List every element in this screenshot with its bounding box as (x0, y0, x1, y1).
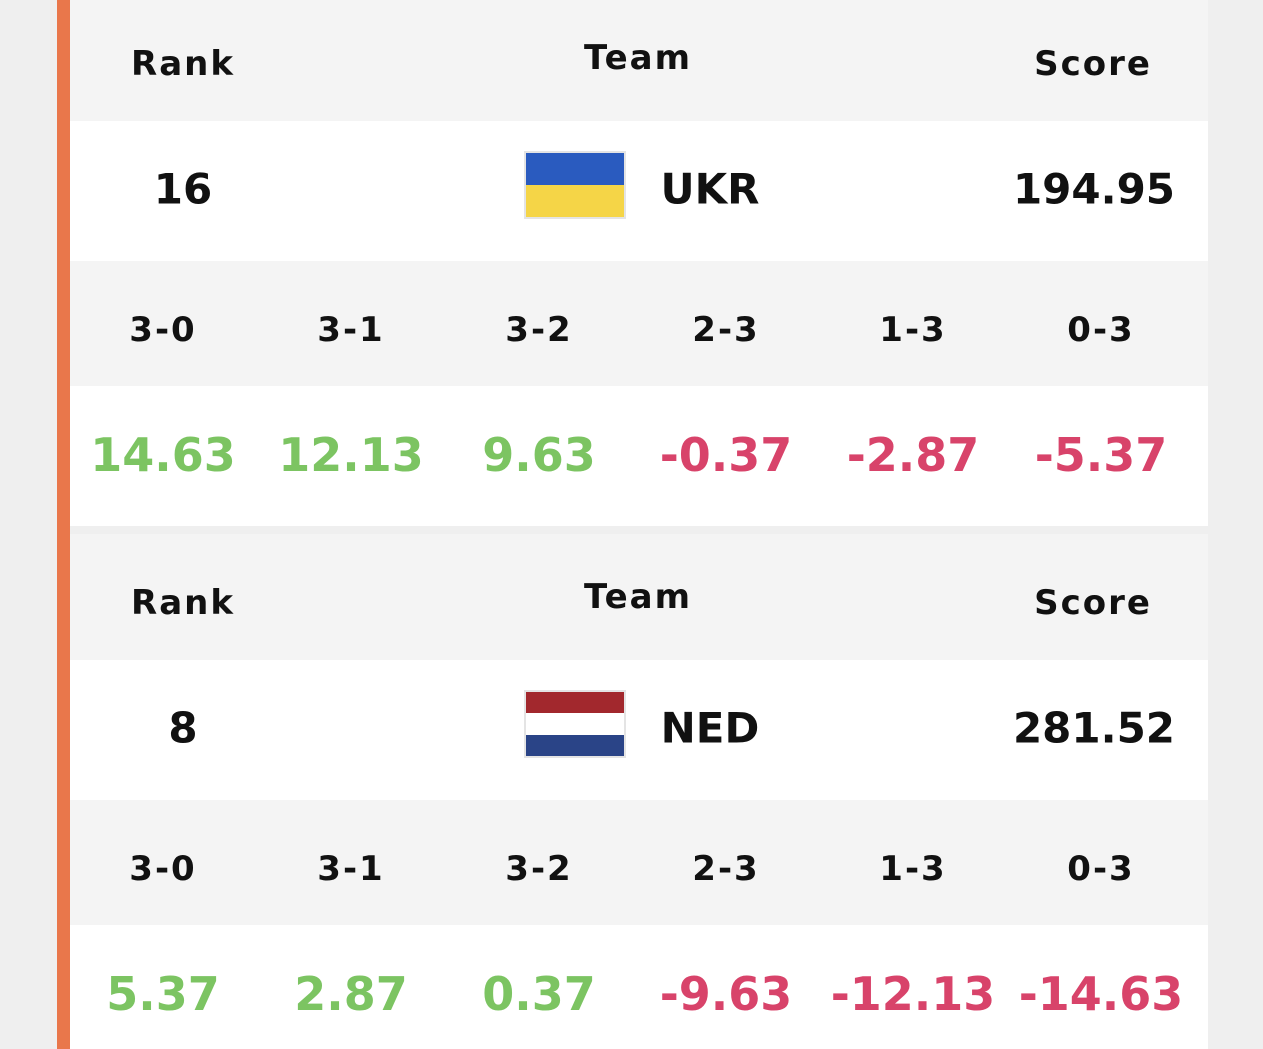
outcome-label: 2-3 (692, 849, 760, 889)
outcome-label: 3-2 (505, 310, 573, 350)
team-row: 8 NED 281.52 (70, 660, 1208, 800)
team-header: Team (583, 577, 693, 617)
outcome-header-row: 3-0 3-1 3-2 2-3 1-3 0-3 (70, 800, 1208, 925)
flag-stripe (526, 185, 624, 217)
outcome-label: 0-3 (1067, 849, 1135, 889)
outcome-value: 12.13 (278, 428, 424, 482)
outcome-header-row: 3-0 3-1 3-2 2-3 1-3 0-3 (70, 261, 1208, 386)
outcome-label: 0-3 (1067, 310, 1135, 350)
team-header: Team (583, 38, 693, 78)
accent-bar (57, 0, 70, 1049)
team-name: UKR (660, 164, 760, 214)
outcome-value: -14.63 (1018, 967, 1184, 1021)
score: 281.52 (1012, 703, 1176, 753)
flag-icon (524, 690, 626, 758)
team-name: NED (660, 703, 760, 753)
score: 194.95 (1012, 164, 1176, 214)
header-row: Rank Team Score (70, 0, 1208, 121)
rank: 8 (168, 703, 198, 753)
outcome-label: 3-0 (129, 849, 197, 889)
flag-stripe (526, 153, 624, 185)
outcome-label: 3-0 (129, 310, 197, 350)
outcome-label: 1-3 (879, 310, 947, 350)
outcome-value: 14.63 (90, 428, 236, 482)
rank-header: Rank (131, 583, 235, 623)
outcome-label: 2-3 (692, 310, 760, 350)
outcome-value: -2.87 (846, 428, 980, 482)
outcome-value: -0.37 (659, 428, 793, 482)
outcome-value-row: 14.63 12.13 9.63 -0.37 -2.87 -5.37 (70, 386, 1208, 526)
outcome-value: -5.37 (1034, 428, 1168, 482)
rank: 16 (153, 164, 213, 214)
outcome-value: -9.63 (659, 967, 793, 1021)
outcome-value: 0.37 (482, 967, 596, 1021)
team-row: 16 UKR 194.95 (70, 121, 1208, 261)
outcome-label: 3-2 (505, 849, 573, 889)
outcome-label: 1-3 (879, 849, 947, 889)
flag-stripe (526, 734, 624, 756)
outcome-label: 3-1 (317, 310, 385, 350)
outcome-value-row: 5.37 2.87 0.37 -9.63 -12.13 -14.63 (70, 925, 1208, 1049)
score-header: Score (1034, 583, 1152, 623)
flag-stripe (526, 713, 624, 735)
outcome-value: 2.87 (294, 967, 408, 1021)
flag-stripe (526, 692, 624, 714)
outcome-value: 9.63 (482, 428, 596, 482)
score-header: Score (1034, 44, 1152, 84)
header-row: Rank Team Score (70, 534, 1208, 660)
flag-icon (524, 151, 626, 219)
outcome-label: 3-1 (317, 849, 385, 889)
outcome-value: 5.37 (106, 967, 220, 1021)
rank-header: Rank (131, 44, 235, 84)
ranking-card: Rank Team Score 16 UKR 194.95 3-0 3-1 3-2 2-3 1-3 0… (70, 0, 1208, 1049)
outcome-value: -12.13 (830, 967, 996, 1021)
